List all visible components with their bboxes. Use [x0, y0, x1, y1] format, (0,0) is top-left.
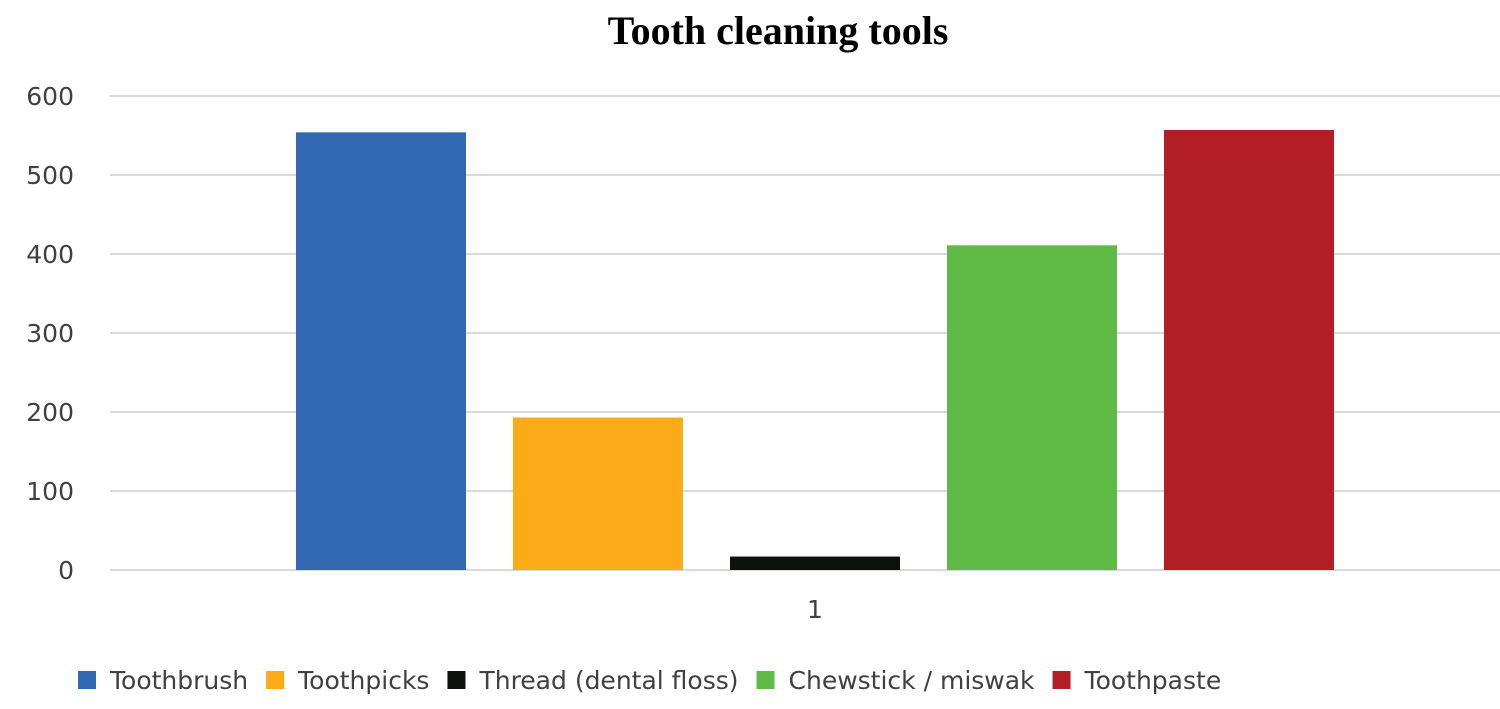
- x-tick-label: 1: [807, 595, 823, 624]
- legend-swatch: [447, 671, 466, 689]
- y-tick-label: 500: [26, 161, 74, 190]
- legend-label: Toothpaste: [1084, 666, 1222, 695]
- legend: Toothbrush Toothpicks Thread (dental floss…: [78, 666, 1221, 695]
- bar-chewstick-miswak: [947, 245, 1117, 570]
- legend-item: Toothbrush: [78, 666, 248, 695]
- y-tick-label: 200: [26, 398, 74, 427]
- legend-label: Chewstick / miswak: [789, 666, 1036, 695]
- legend-label: Toothpicks: [297, 666, 429, 695]
- legend-item: Toothpaste: [1052, 666, 1222, 695]
- legend-label: Toothbrush: [109, 666, 248, 695]
- legend-item: Chewstick / miswak: [756, 666, 1036, 695]
- bar-toothpicks: [513, 417, 683, 570]
- legend-swatch: [266, 671, 285, 689]
- bar-toothbrush: [296, 132, 466, 570]
- bars: [296, 129, 1334, 570]
- bar-toothpaste: [1164, 129, 1334, 570]
- legend-swatch: [756, 671, 775, 689]
- y-axis-ticks: 0 100 200 300 400 500 600: [26, 82, 74, 585]
- legend-label: Thread (dental floss): [478, 666, 738, 695]
- legend-swatch: [78, 671, 96, 689]
- y-tick-label: 300: [26, 319, 74, 348]
- chart-title: Tooth cleaning tools: [608, 8, 949, 53]
- y-tick-label: 400: [26, 240, 74, 269]
- bar-thread-dental-floss: [730, 556, 900, 570]
- y-tick-label: 100: [26, 477, 74, 506]
- legend-item: Thread (dental floss): [447, 666, 739, 695]
- y-tick-label: 0: [58, 556, 74, 585]
- legend-item: Toothpicks: [266, 666, 429, 695]
- y-tick-label: 600: [26, 82, 74, 111]
- legend-swatch: [1052, 671, 1071, 689]
